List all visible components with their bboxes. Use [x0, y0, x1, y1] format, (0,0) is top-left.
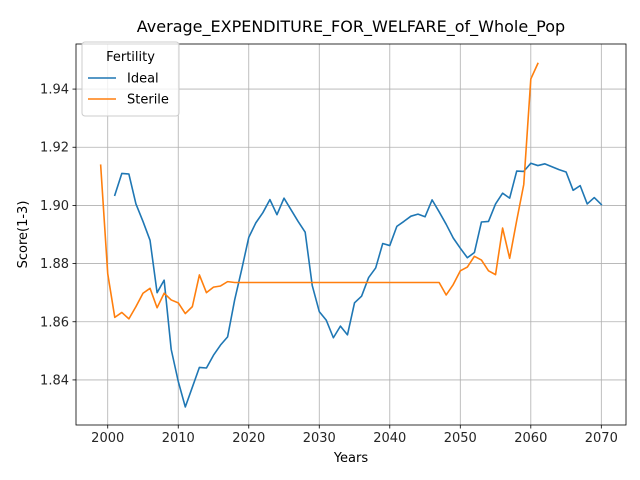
y-tick-label: 1.94 [40, 83, 69, 98]
x-tick-label: 2000 [91, 431, 124, 446]
y-tick-label: 1.84 [40, 373, 69, 388]
x-tick-label: 2060 [514, 431, 547, 446]
x-tick-label: 2020 [232, 431, 265, 446]
y-tick-label: 1.90 [40, 199, 69, 214]
y-tick-label: 1.88 [40, 257, 69, 272]
legend-label-sterile: Sterile [127, 93, 169, 108]
legend-title: Fertility [106, 50, 155, 65]
y-tick-label: 1.86 [40, 315, 69, 330]
x-tick-label: 2010 [162, 431, 195, 446]
legend: Fertility Ideal Sterile [82, 42, 179, 116]
x-tick-label: 2070 [585, 431, 618, 446]
x-tick-label: 2050 [444, 431, 477, 446]
y-axis-label: Score(1-3) [16, 201, 31, 269]
x-tick-label: 2040 [373, 431, 406, 446]
x-axis-label: Years [333, 451, 369, 466]
chart-title: Average_EXPENDITURE_FOR_WELFARE_of_Whole… [137, 17, 565, 37]
x-tick-label: 2030 [303, 431, 336, 446]
y-tick-label: 1.92 [40, 141, 69, 156]
legend-label-ideal: Ideal [127, 72, 159, 87]
